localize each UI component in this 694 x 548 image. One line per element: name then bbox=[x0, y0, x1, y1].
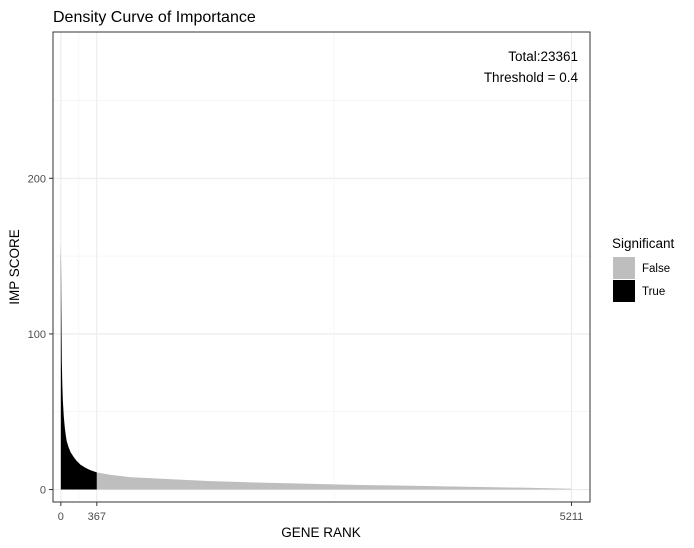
y-tick-label: 200 bbox=[28, 173, 46, 185]
legend-label-true: True bbox=[642, 286, 665, 298]
threshold-annotation: Threshold = 0.4 bbox=[484, 70, 579, 85]
legend: Significant False True bbox=[612, 236, 675, 302]
plot-background bbox=[53, 32, 590, 502]
total-annotation: Total:23361 bbox=[508, 49, 578, 64]
x-tick-label: 0 bbox=[58, 511, 64, 523]
chart-title: Density Curve of Importance bbox=[53, 9, 256, 26]
y-axis-title: IMP SCORE bbox=[7, 229, 22, 305]
x-tick-label: 5211 bbox=[560, 511, 584, 523]
grid bbox=[53, 32, 590, 502]
area-series-false bbox=[96, 472, 572, 490]
area-series-true bbox=[60, 243, 97, 490]
legend-swatch-true bbox=[613, 280, 635, 302]
x-tick-label: 367 bbox=[88, 511, 106, 523]
legend-swatch-false bbox=[613, 257, 635, 279]
x-axis-title: GENE RANK bbox=[281, 525, 361, 540]
y-tick-label: 0 bbox=[40, 485, 46, 497]
y-tick-label: 100 bbox=[28, 329, 46, 341]
axis-ticks: 0 100 200 0 367 5211 bbox=[28, 173, 584, 523]
areas bbox=[60, 243, 572, 490]
plot-border bbox=[52, 31, 591, 503]
legend-label-false: False bbox=[642, 263, 670, 275]
legend-title: Significant bbox=[612, 236, 675, 251]
